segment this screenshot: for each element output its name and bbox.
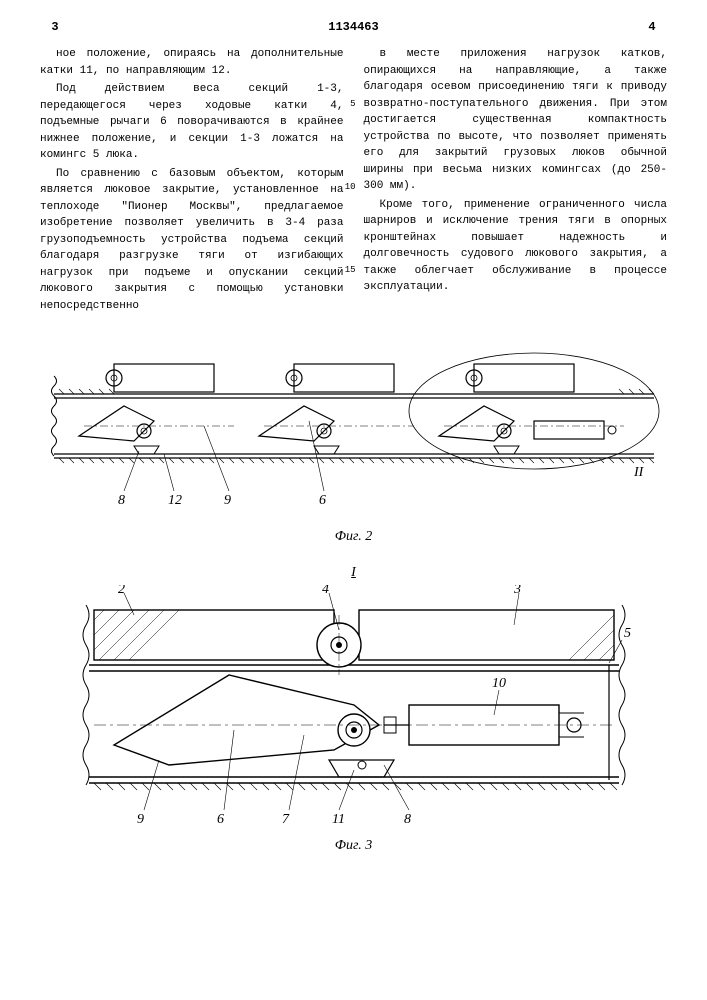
callout-7: 7 [282, 812, 290, 825]
callout-6: 6 [217, 812, 224, 825]
callout-4: 4 [322, 585, 329, 597]
callout-12: 12 [168, 493, 182, 508]
figure-2-label: Фиг. 2 [40, 529, 667, 545]
callout-6: 6 [319, 493, 326, 508]
paragraph: Кроме того, применение ограниченного чис… [364, 197, 668, 296]
callout-8: 8 [118, 493, 125, 508]
paragraph: в месте приложения нагрузок катков, опир… [364, 46, 668, 195]
mechanism-unit [259, 364, 414, 454]
paragraph: По сравнению с базовым объектом, которым… [40, 166, 344, 315]
text-body: ное положение, опираясь на дополнительны… [40, 46, 667, 316]
paragraph: Под действием веса секций 1-3, передающе… [40, 81, 344, 164]
column-right: в месте приложения нагрузок катков, опир… [364, 46, 668, 316]
figure-3-svg: 2 4 3 5 10 9 6 7 11 8 [74, 585, 634, 825]
line-number: 15 [345, 264, 356, 278]
callout-II: II [633, 465, 645, 480]
mechanism-unit [439, 364, 624, 454]
callout-5: 5 [624, 626, 631, 641]
callout-11: 11 [332, 812, 345, 825]
patent-number: 1134463 [70, 20, 637, 34]
callout-2: 2 [118, 585, 125, 597]
line-number: 5 [350, 98, 355, 112]
page-number-right: 4 [637, 20, 667, 34]
line-number: 10 [345, 181, 356, 195]
callout-9: 9 [224, 493, 231, 508]
callout-8: 8 [404, 812, 411, 825]
figure-3-title: I [40, 565, 667, 581]
figure-3: I [40, 565, 667, 854]
paragraph: ное положение, опираясь на дополнительны… [40, 46, 344, 79]
column-left: ное положение, опираясь на дополнительны… [40, 46, 344, 316]
callout-9: 9 [137, 812, 144, 825]
figure-3-label: Фиг. 3 [40, 838, 667, 854]
page-number-left: 3 [40, 20, 70, 34]
figure-2: II 8 12 9 6 Фиг. 2 [40, 346, 667, 545]
callout-3: 3 [513, 585, 521, 597]
mechanism-unit [79, 364, 234, 454]
callout-10: 10 [492, 676, 506, 691]
figure-2-svg: II 8 12 9 6 [44, 346, 664, 516]
